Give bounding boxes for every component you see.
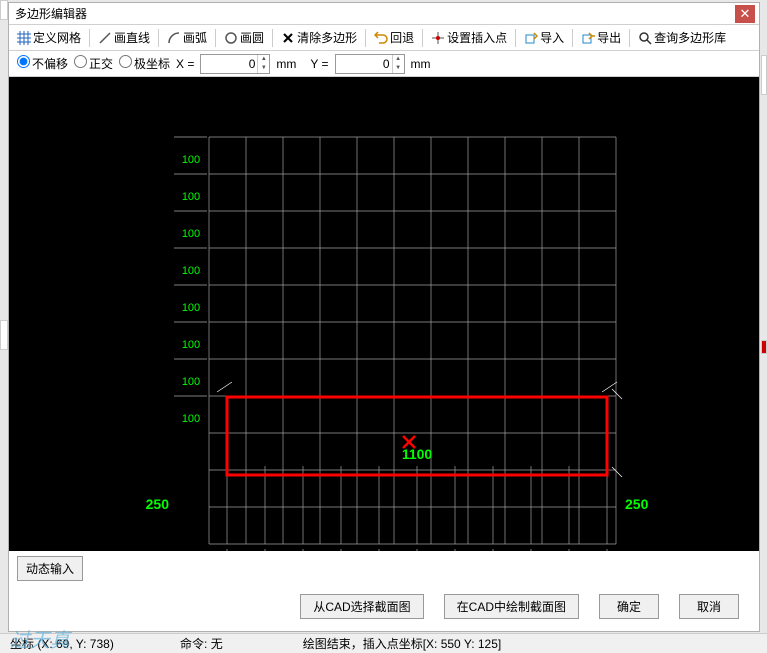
circle-icon bbox=[224, 31, 238, 45]
tool-label: 回退 bbox=[390, 29, 414, 46]
draw-circle-button[interactable]: 画圆 bbox=[220, 27, 268, 48]
define-grid-button[interactable]: 定义网格 bbox=[13, 27, 85, 48]
draw-line-button[interactable]: 画直线 bbox=[94, 27, 154, 48]
query-library-button[interactable]: 查询多边形库 bbox=[634, 27, 730, 48]
unit-label: mm bbox=[276, 57, 296, 71]
draw-arc-button[interactable]: 画弧 bbox=[163, 27, 211, 48]
status-bar: 坐标 (X: 69, Y: 738) 命令: 无 绘图结束，插入点坐标[X: 5… bbox=[0, 633, 767, 653]
tool-label: 导出 bbox=[597, 29, 621, 46]
ortho-radio[interactable]: 正交 bbox=[74, 55, 113, 72]
svg-text:100: 100 bbox=[182, 265, 200, 277]
dynamic-input-button[interactable]: 动态输入 bbox=[17, 556, 83, 581]
svg-text:1100: 1100 bbox=[402, 446, 433, 462]
close-button[interactable]: ✕ bbox=[735, 5, 755, 23]
undo-button[interactable]: 回退 bbox=[370, 27, 418, 48]
x-label: X = bbox=[176, 57, 194, 71]
button-row: 从CAD选择截面图 在CAD中绘制截面图 确定 取消 bbox=[300, 594, 739, 619]
y-label: Y = bbox=[310, 57, 328, 71]
coord-bar: 不偏移 正交 极坐标 X = ▲▼ mm Y = ▲▼ mm bbox=[9, 51, 759, 77]
clear-icon bbox=[281, 31, 295, 45]
x-spinner[interactable]: ▲▼ bbox=[257, 55, 269, 73]
status-coord: 坐标 (X: 69, Y: 738) bbox=[10, 635, 160, 652]
import-button[interactable]: 导入 bbox=[520, 27, 568, 48]
svg-text:100: 100 bbox=[182, 191, 200, 203]
svg-text:100: 100 bbox=[182, 376, 200, 388]
cancel-button[interactable]: 取消 bbox=[679, 594, 739, 619]
canvas[interactable]: 1001001001001001001001002502501100100100… bbox=[9, 77, 759, 551]
unit-label: mm bbox=[411, 57, 431, 71]
line-icon bbox=[98, 31, 112, 45]
main-window: 多边形编辑器 ✕ 定义网格 画直线 画弧 画圆 清除多边形 回 bbox=[8, 2, 760, 632]
tool-label: 清除多边形 bbox=[297, 29, 357, 46]
import-icon bbox=[524, 31, 538, 45]
clear-polygon-button[interactable]: 清除多边形 bbox=[277, 27, 361, 48]
svg-text:250: 250 bbox=[625, 496, 649, 512]
polar-radio[interactable]: 极坐标 bbox=[119, 55, 170, 72]
tool-label: 画圆 bbox=[240, 29, 264, 46]
tool-label: 导入 bbox=[540, 29, 564, 46]
tool-label: 画直线 bbox=[114, 29, 150, 46]
y-spinner[interactable]: ▲▼ bbox=[392, 55, 404, 73]
svg-text:100: 100 bbox=[182, 413, 200, 425]
export-icon bbox=[581, 31, 595, 45]
tool-label: 画弧 bbox=[183, 29, 207, 46]
window-title: 多边形编辑器 bbox=[15, 5, 87, 22]
svg-text:100: 100 bbox=[182, 302, 200, 314]
grid-icon bbox=[17, 31, 31, 45]
svg-text:100: 100 bbox=[182, 339, 200, 351]
tool-label: 定义网格 bbox=[33, 29, 81, 46]
no-offset-radio[interactable]: 不偏移 bbox=[17, 55, 68, 72]
toolbar: 定义网格 画直线 画弧 画圆 清除多边形 回退 设置插入点 bbox=[9, 25, 759, 51]
svg-text:100: 100 bbox=[182, 228, 200, 240]
svg-text:250: 250 bbox=[146, 496, 170, 512]
status-msg: 绘图结束，插入点坐标[X: 550 Y: 125] bbox=[303, 635, 502, 652]
status-cmd: 命令: 无 bbox=[180, 635, 223, 652]
titlebar: 多边形编辑器 ✕ bbox=[9, 3, 759, 25]
arc-icon bbox=[167, 31, 181, 45]
ok-button[interactable]: 确定 bbox=[599, 594, 659, 619]
export-button[interactable]: 导出 bbox=[577, 27, 625, 48]
svg-text:100: 100 bbox=[182, 154, 200, 166]
undo-icon bbox=[374, 31, 388, 45]
draw-in-cad-button[interactable]: 在CAD中绘制截面图 bbox=[444, 594, 579, 619]
insert-point-icon bbox=[431, 31, 445, 45]
set-insert-point-button[interactable]: 设置插入点 bbox=[427, 27, 511, 48]
tool-label: 设置插入点 bbox=[447, 29, 507, 46]
search-icon bbox=[638, 31, 652, 45]
tool-label: 查询多边形库 bbox=[654, 29, 726, 46]
select-from-cad-button[interactable]: 从CAD选择截面图 bbox=[300, 594, 423, 619]
